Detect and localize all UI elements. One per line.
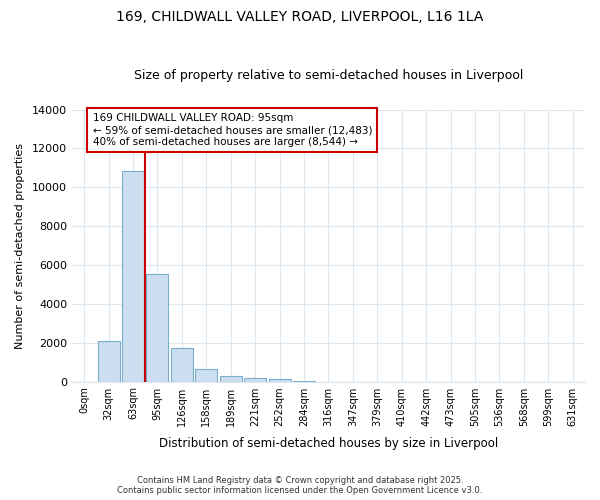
Text: 169 CHILDWALL VALLEY ROAD: 95sqm
← 59% of semi-detached houses are smaller (12,4: 169 CHILDWALL VALLEY ROAD: 95sqm ← 59% o… bbox=[92, 114, 372, 146]
Bar bbox=[244, 378, 266, 382]
Text: Contains HM Land Registry data © Crown copyright and database right 2025.
Contai: Contains HM Land Registry data © Crown c… bbox=[118, 476, 482, 495]
Bar bbox=[293, 380, 315, 382]
Bar bbox=[269, 379, 290, 382]
Bar bbox=[196, 369, 217, 382]
Bar bbox=[146, 274, 169, 382]
Bar bbox=[220, 376, 242, 382]
Bar bbox=[171, 348, 193, 382]
Text: 169, CHILDWALL VALLEY ROAD, LIVERPOOL, L16 1LA: 169, CHILDWALL VALLEY ROAD, LIVERPOOL, L… bbox=[116, 10, 484, 24]
Bar bbox=[98, 340, 119, 382]
Bar bbox=[122, 170, 144, 382]
Title: Size of property relative to semi-detached houses in Liverpool: Size of property relative to semi-detach… bbox=[134, 69, 523, 82]
Y-axis label: Number of semi-detached properties: Number of semi-detached properties bbox=[15, 142, 25, 348]
X-axis label: Distribution of semi-detached houses by size in Liverpool: Distribution of semi-detached houses by … bbox=[159, 437, 498, 450]
